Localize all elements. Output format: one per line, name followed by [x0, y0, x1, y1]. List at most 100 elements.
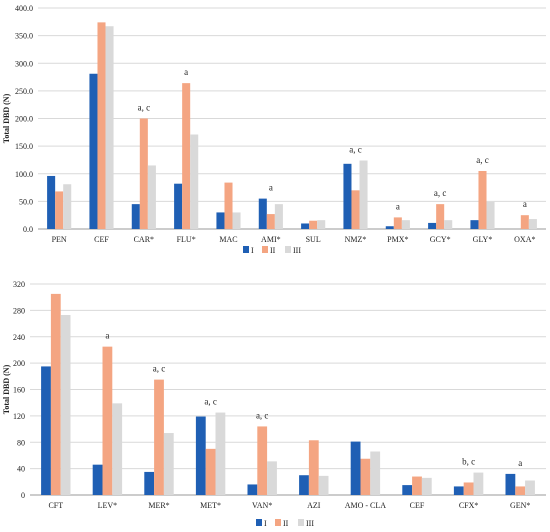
top-bar-ii	[520, 215, 529, 229]
bottom-category-label: CFT	[48, 501, 63, 510]
top-bar-iii	[317, 220, 326, 229]
bottom-bar-ii	[257, 426, 268, 495]
bottom-legend-swatch	[256, 519, 262, 526]
bottom-significance-annotation: a, c	[256, 410, 269, 420]
top-legend-swatch	[243, 246, 249, 253]
bottom-bar-i	[247, 484, 258, 495]
bottom-bar-ii	[205, 448, 216, 495]
top-bar-i	[131, 204, 140, 229]
top-bar-iii	[486, 201, 495, 229]
bottom-category-label: LEV*	[98, 501, 118, 510]
top-bar-iii	[401, 220, 410, 229]
top-bar-iii	[232, 212, 241, 229]
bottom-significance-annotation: a, c	[204, 397, 217, 407]
bottom-bar-ii	[515, 486, 526, 495]
top-bar-i	[470, 220, 479, 229]
top-bar-iii	[359, 160, 368, 229]
bottom-bar-ii	[154, 379, 164, 495]
bottom-bar-i	[144, 471, 155, 495]
top-y-tick-label: 300.0	[15, 59, 33, 68]
top-bar-ii	[182, 83, 191, 229]
top-category-label: NMZ*	[345, 235, 367, 244]
top-bar-iii	[147, 165, 156, 229]
bottom-significance-annotation: a	[518, 458, 522, 468]
bottom-y-tick-label: 160	[13, 386, 25, 395]
top-significance-annotation: a, c	[349, 144, 362, 154]
bottom-bar-ii	[50, 293, 61, 495]
top-bar-ii	[393, 217, 402, 229]
chart-top-svg: 0.0 50.0 100.0 150.0 200.0 250.0 300.0 350.0 400…	[2, 4, 546, 255]
bottom-category-label: MET*	[200, 501, 221, 510]
top-legend-label: I	[251, 246, 254, 255]
chart-bottom-svg: 0 40 80 120 160 200 240 280 320 Total DBD (N) CFT L…	[2, 280, 546, 528]
top-bar-ii	[55, 191, 64, 229]
top-significance-annotation: a	[396, 201, 400, 211]
bottom-y-tick-label: 80	[17, 438, 25, 447]
bottom-category-label: MER*	[148, 501, 169, 510]
bottom-y-tick-label: 280	[13, 306, 25, 315]
bottom-bar-ii	[463, 482, 474, 495]
top-category-label: CEF	[94, 235, 109, 244]
top-bar-iii	[444, 220, 453, 229]
bottom-legend-label: III	[306, 519, 314, 528]
top-legend-label: III	[293, 246, 301, 255]
top-bar-i	[174, 183, 183, 229]
bottom-bar-iii	[370, 451, 381, 495]
bottom-bar-iii	[421, 477, 432, 495]
top-bar-iii	[190, 134, 199, 229]
top-bar-ii	[139, 118, 148, 229]
top-bar-iii	[105, 26, 114, 230]
top-bar-i	[258, 198, 267, 229]
top-bar-i	[47, 175, 56, 229]
chart-bottom: 0 40 80 120 160 200 240 280 320 Total DBD (N) CFT L…	[0, 270, 550, 532]
top-bar-i	[301, 223, 310, 229]
bottom-bar-i	[505, 473, 516, 495]
bottom-bar-iii	[318, 475, 329, 495]
top-significance-annotation: a, c	[476, 155, 489, 165]
bottom-y-tick-label: 120	[13, 412, 25, 421]
top-y-tick-label: 200.0	[15, 115, 33, 124]
bottom-bar-i	[41, 366, 51, 495]
bottom-bar-iii	[473, 472, 484, 495]
bottom-significance-annotation: a, c	[153, 364, 166, 374]
bottom-category-label: AZI	[307, 501, 321, 510]
top-category-label: GCY*	[430, 235, 451, 244]
top-bar-iii	[63, 184, 72, 229]
top-y-tick-label: 400.0	[15, 4, 33, 13]
top-legend-label: II	[270, 246, 276, 255]
top-category-label: CAR*	[134, 235, 154, 244]
bottom-bar-iii	[267, 461, 277, 495]
bottom-legend-swatch	[275, 519, 281, 526]
bottom-bar-i	[350, 441, 361, 495]
bottom-y-tick-label: 40	[17, 465, 25, 474]
top-legend-swatch	[262, 246, 268, 253]
top-bar-ii	[351, 190, 360, 229]
top-bar-i	[89, 73, 98, 229]
bottom-category-label: AMO - CLA	[345, 501, 387, 510]
top-bar-i	[428, 222, 437, 229]
bottom-bar-i	[92, 464, 103, 495]
bottom-y-axis-label: Total DBD (N)	[2, 364, 11, 414]
top-bar-ii	[436, 204, 445, 229]
top-category-label: SUL	[306, 235, 321, 244]
top-legend-swatch	[285, 246, 291, 253]
top-bar-ii	[224, 182, 233, 229]
top-bar-i	[216, 212, 225, 229]
top-category-label: MAC	[219, 235, 237, 244]
bottom-bar-ii	[412, 476, 422, 495]
bottom-bar-ii	[102, 346, 113, 495]
bottom-significance-annotation: a	[105, 331, 109, 341]
bottom-bar-iii	[112, 403, 123, 495]
bottom-bar-iii	[525, 480, 535, 495]
top-significance-annotation: a	[523, 199, 527, 209]
bottom-bar-i	[195, 416, 206, 495]
top-bar-ii	[266, 214, 275, 229]
bottom-legend-label: I	[264, 519, 267, 528]
bottom-bar-iii	[215, 412, 226, 495]
top-bar-iii	[274, 204, 283, 229]
bottom-significance-annotation: b, c	[462, 457, 475, 467]
top-bar-iii	[528, 219, 537, 229]
bottom-y-tick-label: 200	[13, 359, 25, 368]
top-significance-annotation: a, c	[138, 103, 151, 113]
bottom-bar-ii	[360, 458, 371, 495]
